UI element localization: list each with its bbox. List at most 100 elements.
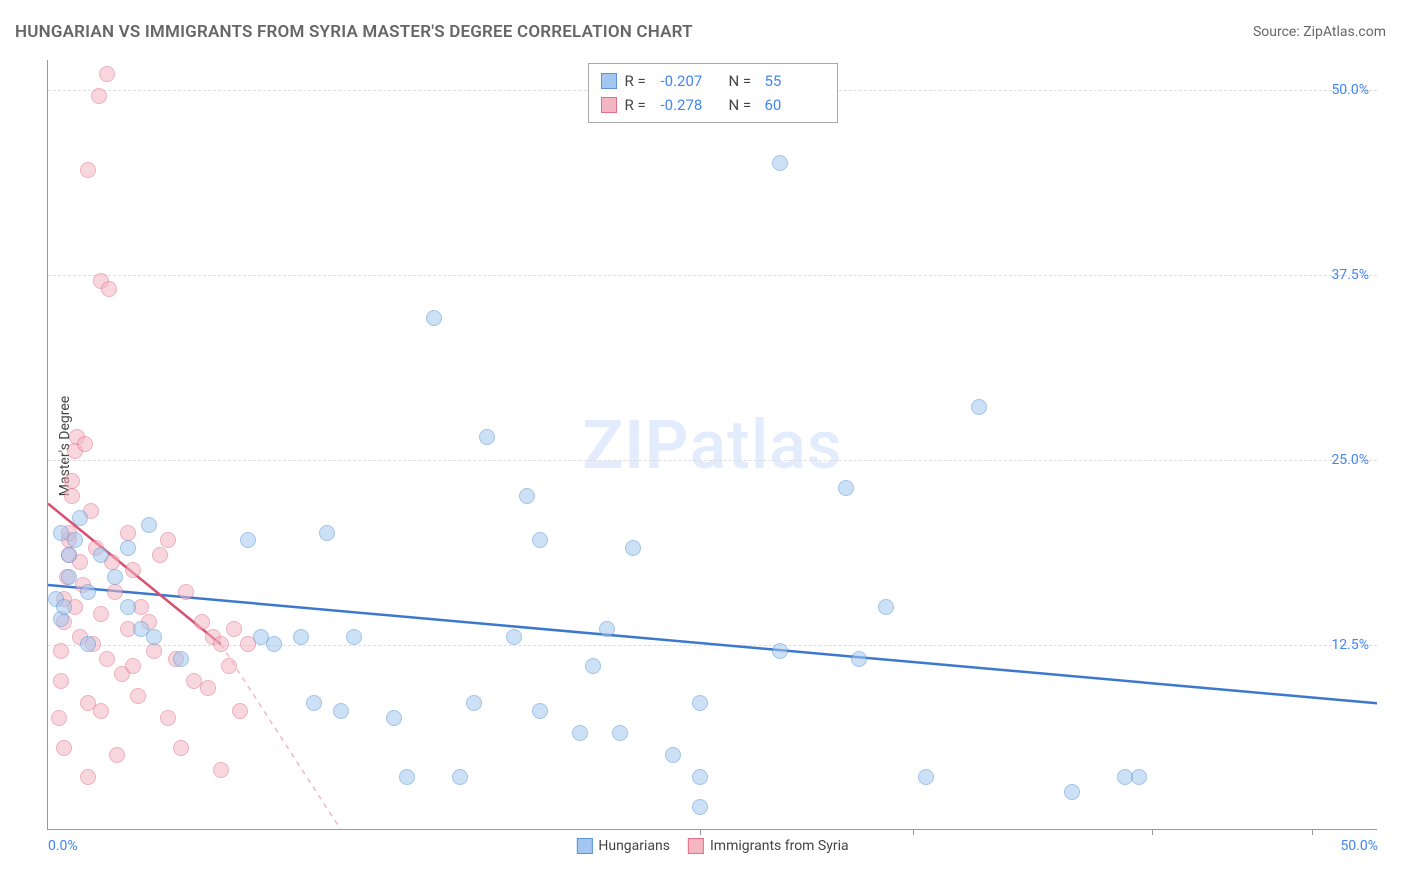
scatter-point: [141, 517, 157, 533]
legend-label: Immigrants from Syria: [710, 838, 849, 854]
scatter-point: [399, 769, 415, 785]
scatter-point: [160, 710, 176, 726]
y-tick-label: 25.0%: [1331, 452, 1369, 468]
scatter-point: [532, 532, 548, 548]
scatter-point: [160, 532, 176, 548]
scatter-point: [506, 629, 522, 645]
scatter-point: [107, 569, 123, 585]
scatter-point: [61, 547, 77, 563]
scatter-point: [125, 562, 141, 578]
scatter-point: [386, 710, 402, 726]
legend-item: Hungarians: [576, 838, 670, 854]
scatter-point: [93, 703, 109, 719]
stat-value: 60: [765, 93, 825, 117]
scatter-point: [971, 399, 987, 415]
scatter-point: [266, 636, 282, 652]
scatter-point: [213, 762, 229, 778]
scatter-point: [346, 629, 362, 645]
plot-area: ZIPatlas 12.5%25.0%37.5%50.0% 0.0%50.0% …: [47, 60, 1377, 830]
x-tick-label: 0.0%: [48, 838, 78, 854]
scatter-point: [93, 547, 109, 563]
scatter-point: [80, 636, 96, 652]
scatter-point: [293, 629, 309, 645]
scatter-point: [692, 799, 708, 815]
scatter-point: [1131, 769, 1147, 785]
scatter-point: [838, 480, 854, 496]
gridline: [48, 460, 1377, 461]
scatter-point: [519, 488, 535, 504]
scatter-point: [178, 584, 194, 600]
scatter-point: [77, 436, 93, 452]
scatter-point: [53, 643, 69, 659]
stat-value: -0.278: [661, 93, 721, 117]
scatter-point: [146, 643, 162, 659]
scatter-point: [692, 695, 708, 711]
scatter-point: [56, 740, 72, 756]
trend-lines: [48, 60, 1377, 829]
chart-title: HUNGARIAN VS IMMIGRANTS FROM SYRIA MASTE…: [15, 22, 693, 42]
stat-label: R =: [625, 69, 653, 93]
gridline: [48, 275, 1377, 276]
scatter-point: [120, 540, 136, 556]
scatter-point: [213, 636, 229, 652]
scatter-point: [53, 673, 69, 689]
scatter-point: [80, 584, 96, 600]
scatter-point: [120, 525, 136, 541]
scatter-point: [80, 162, 96, 178]
scatter-point: [56, 599, 72, 615]
scatter-point: [61, 569, 77, 585]
scatter-point: [130, 688, 146, 704]
scatter-point: [64, 473, 80, 489]
legend-label: Hungarians: [598, 838, 670, 854]
scatter-point: [200, 680, 216, 696]
scatter-point: [72, 510, 88, 526]
x-tick-mark: [913, 829, 914, 835]
stat-label: R =: [625, 93, 653, 117]
scatter-point: [306, 695, 322, 711]
trend-line-dashed: [221, 644, 341, 829]
scatter-point: [99, 66, 115, 82]
scatter-point: [599, 621, 615, 637]
scatter-point: [152, 547, 168, 563]
scatter-point: [120, 599, 136, 615]
scatter-point: [221, 658, 237, 674]
scatter-point: [572, 725, 588, 741]
stat-label: N =: [729, 69, 757, 93]
scatter-point: [878, 599, 894, 615]
scatter-point: [109, 747, 125, 763]
scatter-point: [125, 658, 141, 674]
y-tick-label: 12.5%: [1331, 637, 1369, 653]
stat-label: N =: [729, 93, 757, 117]
scatter-point: [918, 769, 934, 785]
scatter-point: [91, 88, 107, 104]
scatter-point: [772, 155, 788, 171]
scatter-point: [80, 769, 96, 785]
scatter-point: [466, 695, 482, 711]
legend-swatch-icon: [688, 838, 704, 854]
series-legend: Hungarians Immigrants from Syria: [576, 838, 848, 854]
scatter-point: [426, 310, 442, 326]
legend-swatch-icon: [601, 97, 617, 113]
source-attribution: Source: ZipAtlas.com: [1253, 24, 1386, 40]
stats-legend-row: R = -0.278 N = 60: [601, 93, 825, 117]
scatter-point: [319, 525, 335, 541]
scatter-point: [851, 651, 867, 667]
scatter-point: [99, 651, 115, 667]
x-tick-mark: [700, 829, 701, 835]
stat-value: -0.207: [661, 69, 721, 93]
scatter-point: [479, 429, 495, 445]
scatter-point: [67, 532, 83, 548]
y-tick-label: 50.0%: [1331, 82, 1369, 98]
stats-legend-row: R = -0.207 N = 55: [601, 69, 825, 93]
scatter-point: [226, 621, 242, 637]
scatter-point: [101, 281, 117, 297]
scatter-point: [665, 747, 681, 763]
x-tick-label: 50.0%: [1340, 838, 1378, 854]
stats-legend: R = -0.207 N = 55 R = -0.278 N = 60: [588, 63, 838, 123]
legend-swatch-icon: [601, 73, 617, 89]
x-tick-mark: [1152, 829, 1153, 835]
stat-value: 55: [765, 69, 825, 93]
scatter-point: [452, 769, 468, 785]
scatter-point: [625, 540, 641, 556]
scatter-point: [173, 740, 189, 756]
